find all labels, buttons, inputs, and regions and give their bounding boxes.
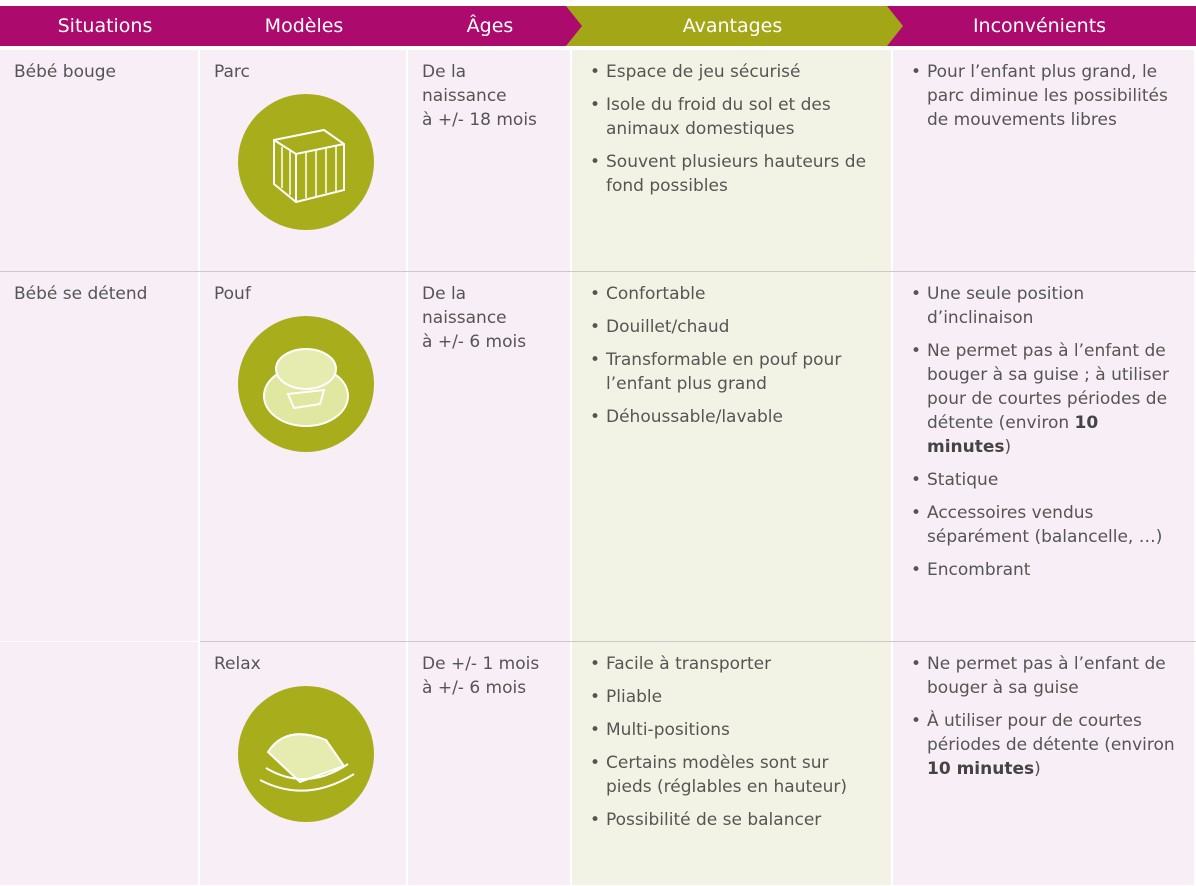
text-run: Ne permet pas à l’enfant de bouger à sa … xyxy=(927,654,1166,698)
model-icon xyxy=(238,316,374,452)
bullet-item: Confortable xyxy=(586,282,877,306)
table-cell: Confortable Douillet/chaud Transformable e… xyxy=(572,272,891,641)
age-line: à +/- 6 mois xyxy=(422,332,527,352)
model-name: Parc xyxy=(214,62,250,82)
header-cell: Modèles xyxy=(190,6,418,46)
bullet-item: Ne permet pas à l’enfant de bouger à sa … xyxy=(907,652,1176,700)
text-run: Certains modèles sont sur pieds (réglabl… xyxy=(606,753,848,797)
age-line: De +/- 1 mois xyxy=(422,654,540,674)
text-run: Statique xyxy=(927,470,999,490)
text-run: Multi-positions xyxy=(606,720,730,740)
avantages-list: Facile à transporter Pliable Multi-positio… xyxy=(586,652,877,832)
text-run: Isole du froid du sol et des animaux dom… xyxy=(606,95,831,139)
table-cell: De +/- 1 mois à +/- 6 mois xyxy=(408,642,570,885)
model-icon xyxy=(238,686,374,822)
header-cell: Situations xyxy=(0,6,210,46)
table-cell: De la naissance à +/- 18 mois xyxy=(408,50,570,271)
header-cell: Avantages xyxy=(562,6,903,46)
bullet-item: Déhoussable/lavable xyxy=(586,405,877,429)
bullet-item: Douillet/chaud xyxy=(586,315,877,339)
table-cell: Pour l’enfant plus grand, le parc diminu… xyxy=(893,50,1194,271)
age-line: naissance xyxy=(422,86,507,106)
text-run: Facile à transporter xyxy=(606,654,772,674)
text-run: Douillet/chaud xyxy=(606,317,730,337)
bullet-item: Transformable en pouf pour l’enfant plus… xyxy=(586,348,877,396)
bullet-item: Espace de jeu sécurisé xyxy=(586,60,877,84)
table-cell: Ne permet pas à l’enfant de bouger à sa … xyxy=(893,642,1194,885)
avantages-list: Espace de jeu sécurisé Isole du froid du … xyxy=(586,60,877,198)
table-cell: Une seule position d’inclinaison Ne perme… xyxy=(893,272,1194,641)
model-name: Pouf xyxy=(214,284,251,304)
avantages-list: Confortable Douillet/chaud Transformable e… xyxy=(586,282,877,429)
bullet-item: Pour l’enfant plus grand, le parc diminu… xyxy=(907,60,1176,132)
text-run: ) xyxy=(1004,437,1012,457)
bullet-item: Possibilité de se balancer xyxy=(586,808,877,832)
text-run: Confortable xyxy=(606,284,706,304)
text-run: Accessoires vendus séparément (balancell… xyxy=(927,503,1163,547)
bullet-item: Statique xyxy=(907,468,1176,492)
text-run: Une seule position d’inclinaison xyxy=(927,284,1085,328)
age-line: De la xyxy=(422,62,467,82)
table-cell: Bébé se détend xyxy=(0,272,198,641)
table-cell: De la naissance à +/- 6 mois xyxy=(408,272,570,641)
bullet-item: Souvent plusieurs hauteurs de fond possi… xyxy=(586,150,877,198)
inconvenients-list: Ne permet pas à l’enfant de bouger à sa … xyxy=(907,652,1176,781)
age-line: naissance xyxy=(422,308,507,328)
age-line: De la xyxy=(422,284,467,304)
text-run: ) xyxy=(1034,759,1041,779)
text-run: Possibilité de se balancer xyxy=(606,810,822,830)
bullet-item: Pliable xyxy=(586,685,877,709)
bullet-item: Une seule position d’inclinaison xyxy=(907,282,1176,330)
text-run: Ne permet pas à l’enfant de bouger à sa … xyxy=(927,341,1169,433)
text-run: Pliable xyxy=(606,687,663,707)
bullet-item: Accessoires vendus séparément (balancell… xyxy=(907,501,1176,549)
text-run: À utiliser pour de courtes périodes de d… xyxy=(927,711,1175,755)
bold-run: 10 minutes xyxy=(927,759,1035,779)
header-cell: Âges xyxy=(398,6,582,46)
model-name: Relax xyxy=(214,654,261,674)
table-cell: Espace de jeu sécurisé Isole du froid du … xyxy=(572,50,891,271)
bullet-item: Isole du froid du sol et des animaux dom… xyxy=(586,93,877,141)
row-separator xyxy=(200,641,1196,642)
age-line: à +/- 18 mois xyxy=(422,110,537,130)
inconvenients-list: Pour l’enfant plus grand, le parc diminu… xyxy=(907,60,1176,132)
text-run: Transformable en pouf pour l’enfant plus… xyxy=(606,350,842,394)
age-line: à +/- 6 mois xyxy=(422,678,527,698)
bullet-item: Encombrant xyxy=(907,558,1176,582)
bullet-item: Certains modèles sont sur pieds (réglabl… xyxy=(586,751,877,799)
table-cell: Bébé bouge xyxy=(0,50,198,271)
bold-run: 10 minutes xyxy=(927,413,1099,457)
bullet-item: À utiliser pour de courtes périodes de d… xyxy=(907,709,1176,781)
text-run: Encombrant xyxy=(927,560,1031,580)
table-cell xyxy=(0,642,198,885)
text-run: Souvent plusieurs hauteurs de fond possi… xyxy=(606,152,867,196)
text-run: Espace de jeu sécurisé xyxy=(606,62,801,82)
row-separator xyxy=(0,271,1196,272)
inconvenients-list: Une seule position d’inclinaison Ne perme… xyxy=(907,282,1176,582)
bullet-item: Ne permet pas à l’enfant de bouger à sa … xyxy=(907,339,1176,459)
bullet-item: Multi-positions xyxy=(586,718,877,742)
model-icon xyxy=(238,94,374,230)
bullet-item: Facile à transporter xyxy=(586,652,877,676)
text-run: Pour l’enfant plus grand, le parc diminu… xyxy=(927,62,1168,130)
text-run: Déhoussable/lavable xyxy=(606,407,783,427)
header-cell: Inconvénients xyxy=(883,6,1196,46)
table-cell: Facile à transporter Pliable Multi-positio… xyxy=(572,642,891,885)
